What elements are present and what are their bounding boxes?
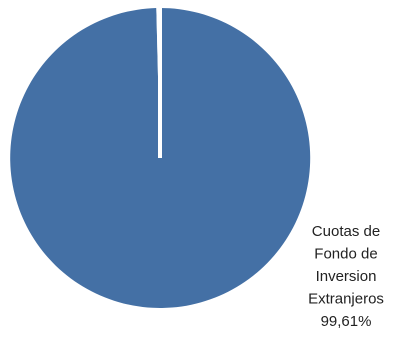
slice-label-cuotas-fondo-inversion: Cuotas de Fondo de Inversion Extranjeros 99,…	[308, 223, 384, 330]
slice-label-line: 99,61%	[321, 313, 372, 330]
slice-label-line: Inversion	[316, 268, 377, 285]
slice-label-line: Cuotas de	[312, 223, 380, 240]
slice-label-line: Fondo de	[314, 246, 377, 263]
slice-label-line: Extranjeros	[308, 291, 384, 308]
